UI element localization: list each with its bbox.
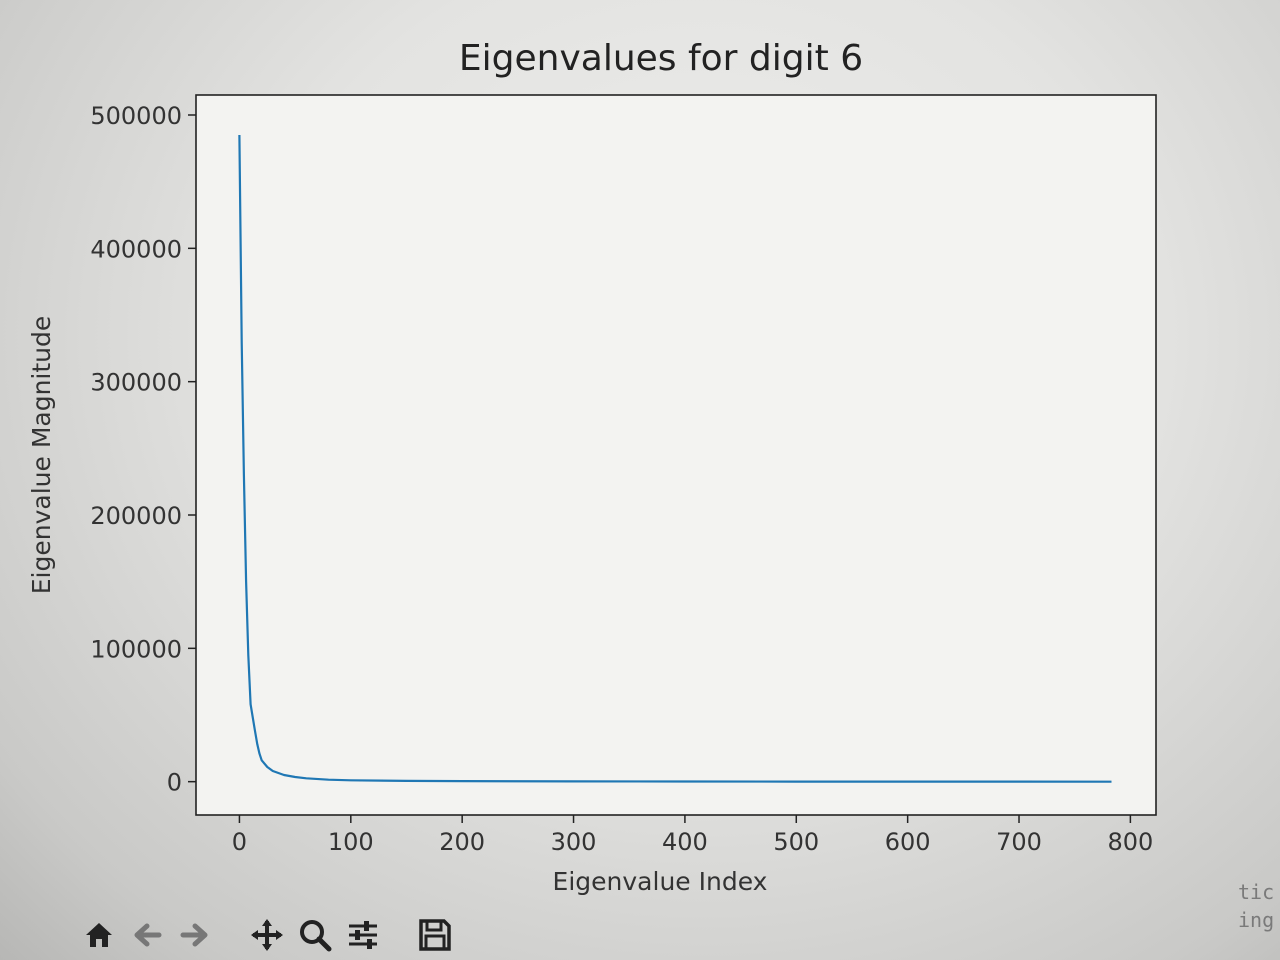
y-axis-label: Eigenvalue Magnitude (27, 316, 56, 595)
x-tick-label: 0 (232, 828, 247, 856)
y-tick-label: 500000 (90, 102, 182, 130)
series-layer (238, 134, 1112, 783)
zoom-icon (300, 920, 332, 952)
navigation-toolbar (78, 912, 456, 958)
x-tick-label: 400 (662, 828, 708, 856)
pan-button[interactable] (246, 914, 288, 956)
x-tick-label: 100 (328, 828, 374, 856)
chart-title: Eigenvalues for digit 6 (459, 38, 863, 79)
background-text-line: tic (1238, 880, 1275, 904)
save-button[interactable] (414, 914, 456, 956)
y-tick-label: 200000 (90, 502, 182, 530)
y-axis-ticks: 0 100000 200000 300000 400000 500000 (90, 102, 196, 797)
back-button[interactable] (126, 914, 168, 956)
forward-button[interactable] (174, 914, 216, 956)
axes-frame (195, 94, 1157, 816)
y-tick-label: 300000 (90, 369, 182, 397)
save-icon (419, 919, 451, 951)
series-line (238, 134, 1112, 783)
axes-background (196, 95, 1156, 815)
forward-arrow-icon (180, 923, 208, 947)
x-tick-label: 200 (439, 828, 485, 856)
background-window-text: tic ing (1238, 878, 1280, 934)
x-tick-label: 600 (885, 828, 931, 856)
back-arrow-icon (134, 923, 162, 947)
configure-subplots-button[interactable] (342, 914, 384, 956)
home-icon (86, 923, 112, 947)
y-tick-label: 400000 (90, 235, 182, 263)
x-tick-label: 500 (773, 828, 819, 856)
x-tick-label: 300 (551, 828, 597, 856)
pan-icon (251, 919, 283, 951)
x-tick-label: 700 (996, 828, 1042, 856)
y-tick-label: 100000 (90, 635, 182, 663)
configure-subplots-icon (349, 921, 377, 949)
background-text-line: ing (1238, 908, 1275, 932)
x-axis-ticks: 0 100 200 300 400 500 600 700 800 (232, 815, 1153, 856)
x-tick-label: 800 (1107, 828, 1153, 856)
y-tick-label: 0 (167, 769, 182, 797)
home-button[interactable] (78, 914, 120, 956)
zoom-button[interactable] (294, 914, 336, 956)
x-axis-label: Eigenvalue Index (553, 867, 768, 896)
